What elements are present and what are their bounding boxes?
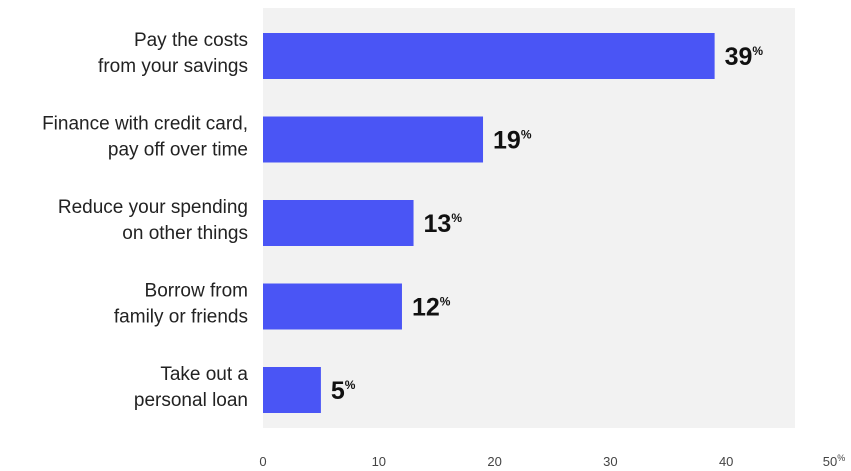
- value-label: 13%: [424, 210, 463, 238]
- value-labels: 39% 19% 13% 12% 5%: [331, 43, 764, 405]
- x-tick-label: 40: [719, 454, 733, 469]
- category-label: Take out a personal loan: [134, 364, 249, 411]
- category-label: Borrow from family or friends: [114, 281, 248, 328]
- bar: [263, 283, 402, 330]
- value-label: 39%: [725, 43, 764, 71]
- bar: [263, 116, 484, 163]
- x-tick-label: 30: [603, 454, 617, 469]
- x-axis-ticks: 0 10 20 30 40 50%: [259, 453, 845, 469]
- x-tick-label: 20: [487, 454, 501, 469]
- value-label: 12%: [412, 294, 451, 322]
- category-labels: Pay the costs from your savings Finance wi…: [42, 30, 248, 411]
- x-tick-label: 0: [259, 454, 266, 469]
- category-label: Reduce your spending on other things: [58, 197, 248, 244]
- x-tick-label: 50%: [823, 453, 845, 469]
- category-label: Finance with credit card, pay off over ti…: [42, 114, 248, 161]
- value-label: 5%: [331, 377, 356, 405]
- bar: [263, 367, 321, 413]
- bars-layer: [263, 33, 715, 413]
- x-tick-label: 10: [372, 454, 386, 469]
- value-label: 19%: [493, 127, 532, 155]
- category-label: Pay the costs from your savings: [98, 30, 248, 77]
- bar: [263, 33, 715, 79]
- bar: [263, 200, 414, 246]
